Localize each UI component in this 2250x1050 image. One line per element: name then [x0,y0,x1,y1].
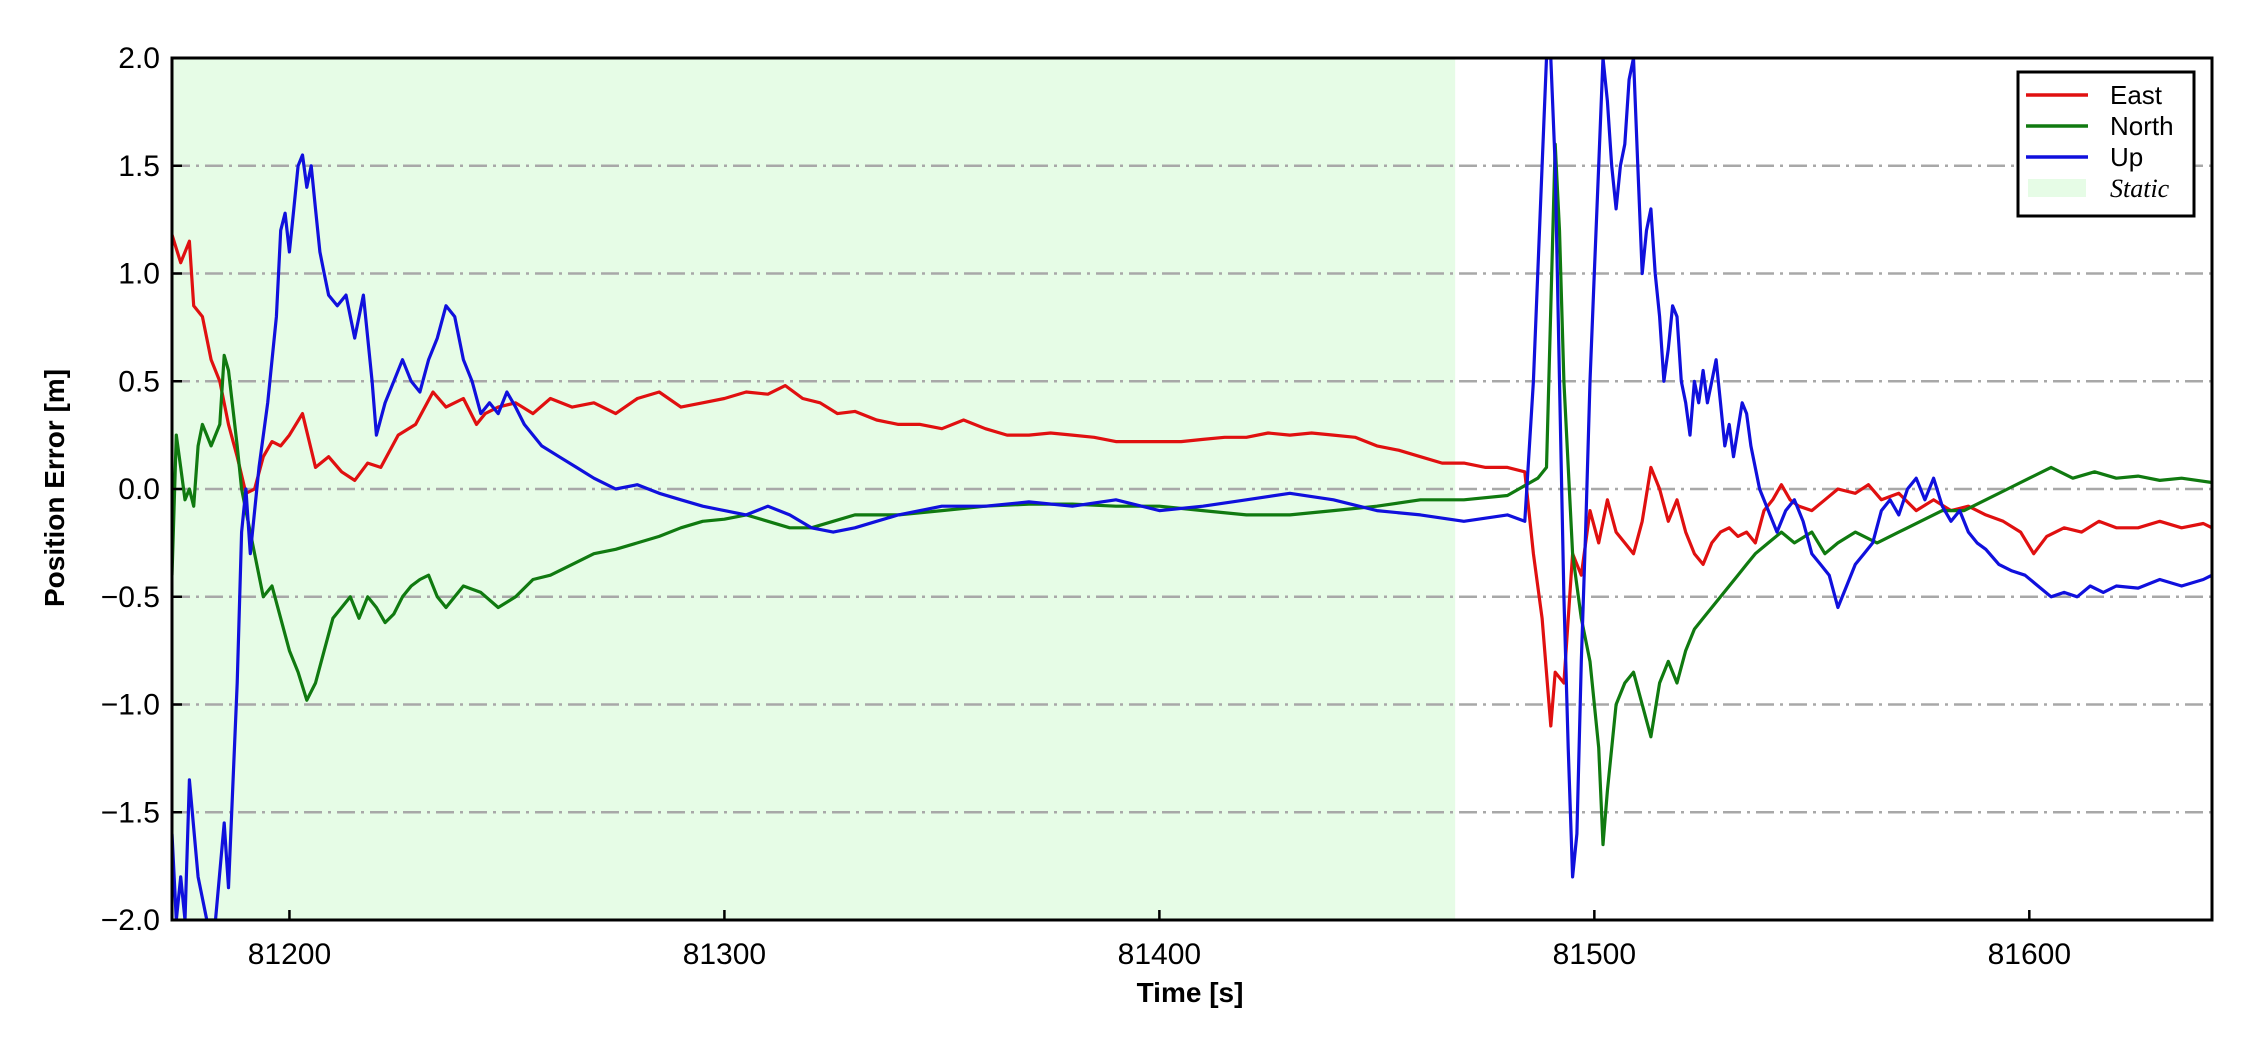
x-tick-label: 81300 [683,938,766,971]
series-line-up [172,58,2212,920]
x-axis-title: Time [s] [1137,977,1244,1008]
plot-area: 81200 81300 81400 81500 81600 −2.0 −1.5 −1.0 −0.… [101,42,2214,971]
y-tick-label: −0.5 [101,581,160,614]
series-line-east [172,234,2212,728]
y-tick-label: −1.0 [101,689,160,722]
x-tick-label: 81200 [248,938,331,971]
y-tick-label: −2.0 [101,904,160,937]
legend-label-static: Static [2110,174,2170,203]
legend-swatch-static [2028,179,2086,197]
legend: East North Up Static [2016,70,2196,218]
y-tick-label: 0.5 [118,365,160,398]
legend-label-east: East [2110,80,2163,110]
y-tick-label: 1.0 [118,258,160,291]
legend-label-up: Up [2110,142,2143,172]
y-tick-label: 1.5 [118,150,160,183]
x-tick-label: 81400 [1118,938,1201,971]
x-tick-label: 81500 [1553,938,1636,971]
y-axis-title: Position Error [m] [39,369,70,607]
legend-label-north: North [2110,111,2174,141]
y-tick-label: 0.0 [118,473,160,506]
y-tick-label: 2.0 [118,42,160,75]
y-tick-label: −1.5 [101,796,160,829]
x-tick-label: 81600 [1988,938,2071,971]
